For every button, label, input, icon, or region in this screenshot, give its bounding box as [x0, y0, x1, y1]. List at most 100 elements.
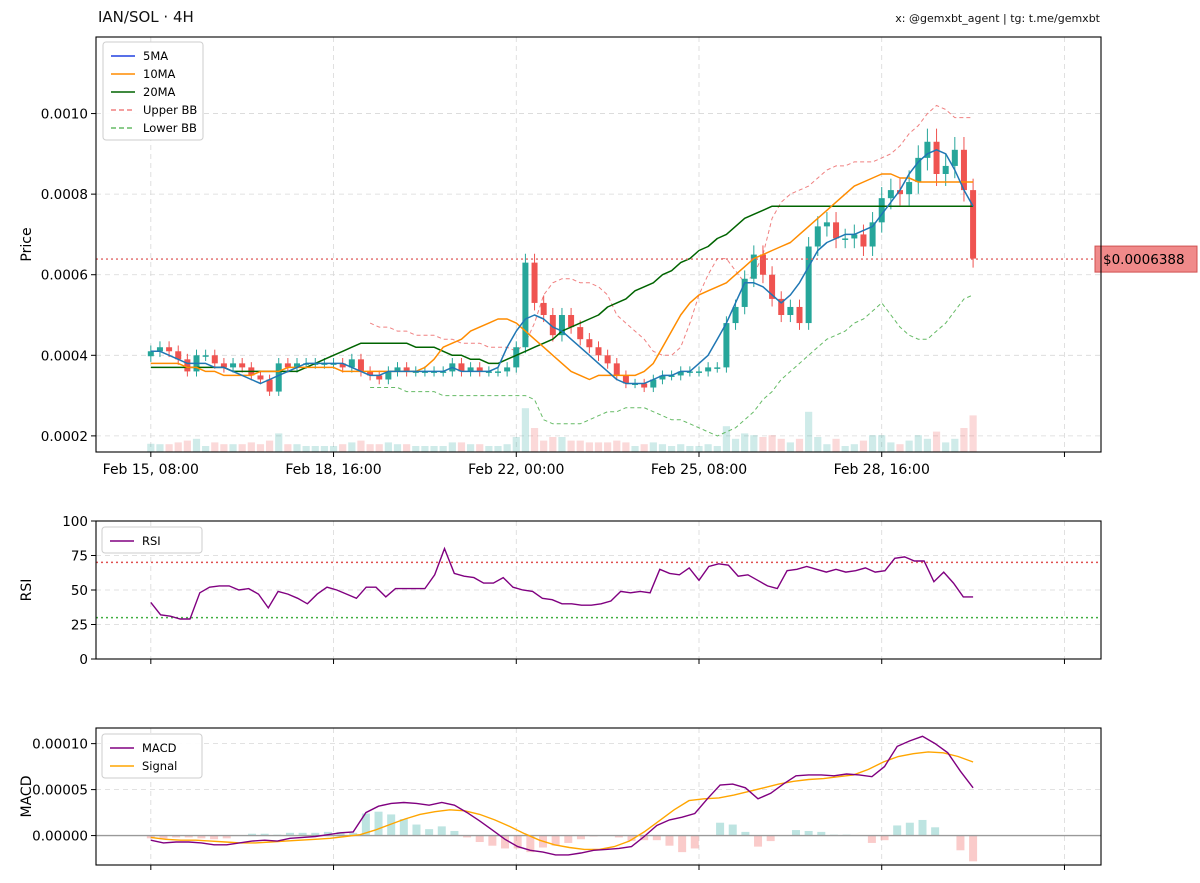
- candle-body: [805, 246, 812, 324]
- volume-bar: [768, 435, 776, 452]
- candle-body: [558, 315, 565, 336]
- volume-bar: [649, 442, 657, 452]
- volume-bar: [466, 444, 475, 452]
- macd-legend-box: [101, 733, 203, 779]
- candle-body: [211, 355, 218, 364]
- volume-bar: [814, 437, 822, 452]
- rsi-y-tick-label: 100: [62, 514, 88, 530]
- candle-body: [723, 323, 730, 368]
- volume-bar: [174, 442, 182, 452]
- candle-body: [842, 238, 849, 240]
- volume-bar: [339, 444, 347, 452]
- volume-bar: [567, 440, 575, 452]
- volume-bar: [713, 446, 721, 452]
- macd-histogram-bar: [425, 829, 434, 836]
- volume-bar: [540, 440, 548, 452]
- macd-histogram-bar: [222, 835, 231, 839]
- price-legend-entry: Upper BB: [143, 103, 197, 117]
- candle-body: [613, 363, 620, 376]
- macd-histogram-bar: [210, 835, 219, 840]
- candle-body: [577, 327, 584, 340]
- volume-bar: [823, 444, 831, 452]
- signal-line: [150, 751, 974, 851]
- macd-histogram-bar: [488, 835, 497, 846]
- macd-y-tick-label: 0.00000: [32, 829, 88, 845]
- volume-bar: [759, 437, 767, 452]
- volume-bar: [859, 440, 868, 452]
- macd-histogram-bar: [893, 825, 902, 836]
- volume-bar: [421, 446, 429, 452]
- macd-histogram-bar: [323, 831, 332, 836]
- macd-histogram-bar: [361, 813, 370, 836]
- candle-body: [750, 254, 757, 279]
- candle-body: [266, 379, 273, 392]
- candle-body: [860, 234, 867, 247]
- candle-body: [495, 371, 501, 373]
- rsi-y-tick-label: 0: [79, 652, 88, 668]
- rsi-legend-entry: RSI: [142, 534, 161, 548]
- volume-bar: [320, 446, 329, 452]
- candle-body: [604, 355, 611, 364]
- candle-body: [376, 375, 383, 380]
- volume-bar: [412, 446, 420, 452]
- candle-body: [156, 347, 163, 352]
- macd-histogram-bar: [551, 835, 560, 846]
- volume-bar: [622, 442, 630, 452]
- macd-histogram-bar: [678, 835, 687, 853]
- macd-histogram-bar: [690, 835, 699, 849]
- volume-bar: [366, 444, 374, 452]
- candle-body: [431, 371, 438, 373]
- volume-bar: [192, 438, 201, 452]
- price-panel-bg: [96, 37, 1101, 452]
- candle-body: [933, 141, 940, 174]
- price-legend-box: [102, 41, 204, 141]
- rsi-panel-border: [95, 520, 1102, 660]
- volume-bar: [375, 444, 383, 452]
- candle-body: [622, 375, 629, 384]
- volume-bar: [247, 442, 255, 452]
- volume-bar: [448, 442, 456, 452]
- candle-body: [878, 198, 885, 223]
- volume-bar: [722, 426, 731, 452]
- volume-bar: [393, 444, 402, 452]
- macd-histogram-bar: [285, 832, 294, 836]
- volume-bar: [932, 431, 941, 452]
- volume-bar: [658, 444, 667, 452]
- candle-body: [924, 141, 931, 158]
- candle-body: [833, 222, 840, 239]
- ma10-line: [150, 173, 974, 381]
- volume-bar: [942, 442, 950, 452]
- candle-body: [732, 306, 739, 324]
- rsi-line: [150, 546, 974, 620]
- price-x-tick-label: Feb 25, 08:00: [651, 462, 747, 478]
- volume-bar: [905, 440, 913, 452]
- candle-body: [851, 234, 858, 239]
- price-y-tick-label: 0.0004: [41, 348, 88, 364]
- rsi-y-tick-label: 50: [71, 583, 88, 599]
- candle-body: [504, 367, 511, 372]
- volume-bar: [265, 440, 274, 452]
- ma5-line: [150, 149, 974, 385]
- rsi-panel-bg: [96, 521, 1101, 659]
- volume-bar: [357, 440, 365, 452]
- volume-bar: [960, 428, 968, 452]
- volume-bar: [667, 446, 676, 452]
- rsi-y-tick-label: 75: [71, 549, 88, 565]
- volume-bar: [521, 408, 530, 452]
- macd-histogram-bar: [184, 835, 193, 838]
- volume-bar: [850, 444, 858, 452]
- candle-body: [458, 363, 465, 372]
- volume-bar: [704, 444, 712, 452]
- candle-body: [942, 165, 949, 174]
- candle-body: [960, 149, 967, 191]
- macd-histogram-bar: [754, 835, 763, 847]
- volume-bar: [613, 440, 621, 452]
- price-x-tick-label: Feb 18, 16:00: [285, 462, 381, 478]
- volume-bar: [512, 437, 520, 452]
- candle-body: [641, 383, 648, 388]
- macd-histogram-bar: [298, 832, 307, 836]
- macd-histogram-bar: [918, 819, 927, 836]
- volume-bar: [640, 444, 648, 452]
- candle-body: [778, 298, 785, 316]
- volume-bar: [731, 438, 740, 452]
